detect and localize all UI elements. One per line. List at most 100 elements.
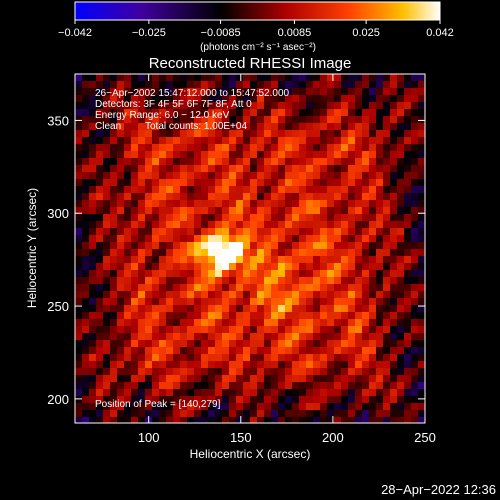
heatmap-cell: [75, 123, 83, 131]
heatmap-cell: [334, 207, 342, 215]
heatmap-cell: [152, 207, 160, 215]
heatmap-cell: [292, 340, 300, 348]
heatmap-cell: [75, 249, 83, 257]
heatmap-cell: [215, 396, 223, 404]
heatmap-cell: [348, 347, 356, 355]
heatmap-cell: [369, 158, 377, 166]
heatmap-cell: [208, 326, 216, 334]
heatmap-cell: [327, 186, 335, 194]
heatmap-cell: [145, 277, 153, 285]
heatmap-cell: [264, 207, 272, 215]
heatmap-cell: [82, 207, 90, 215]
heatmap-cell: [103, 263, 111, 271]
heatmap-cell: [299, 375, 307, 383]
heatmap-cell: [404, 256, 412, 264]
heatmap-cell: [110, 81, 118, 89]
heatmap-cell: [313, 417, 321, 423]
heatmap-cell: [341, 347, 349, 355]
heatmap-cell: [96, 375, 104, 383]
heatmap-cell: [145, 284, 153, 292]
heatmap-cell: [341, 417, 349, 423]
heatmap-cell: [341, 179, 349, 187]
heatmap-cell: [187, 270, 195, 278]
heatmap-cell: [166, 291, 174, 299]
heatmap-cell: [397, 158, 405, 166]
info-annotations: 26−Apr−2002 15:47:12.000 to 15:47:52.000…: [95, 88, 290, 410]
heatmap-cell: [383, 270, 391, 278]
heatmap-cell: [313, 193, 321, 201]
heatmap-cell: [285, 305, 293, 313]
heatmap-cell: [383, 249, 391, 257]
heatmap-cell: [222, 123, 230, 131]
heatmap-cell: [369, 186, 377, 194]
heatmap-cell: [278, 130, 286, 138]
heatmap-cell: [187, 256, 195, 264]
heatmap-cell: [376, 312, 384, 320]
heatmap-cell: [152, 179, 160, 187]
heatmap-cell: [299, 221, 307, 229]
heatmap-cell: [180, 333, 188, 341]
heatmap-cell: [306, 410, 314, 418]
heatmap-cell: [404, 228, 412, 236]
heatmap-cell: [124, 74, 132, 82]
heatmap-cell: [89, 137, 97, 145]
heatmap-cell: [75, 298, 83, 306]
heatmap-cell: [138, 396, 146, 404]
heatmap-cell: [271, 403, 279, 411]
heatmap-cell: [292, 102, 300, 110]
heatmap-cell: [117, 256, 125, 264]
heatmap-cell: [180, 347, 188, 355]
heatmap-cell: [166, 284, 174, 292]
heatmap-cell: [348, 403, 356, 411]
heatmap-cell: [180, 326, 188, 334]
heatmap-cell: [278, 172, 286, 180]
heatmap-cell: [348, 291, 356, 299]
heatmap-cell: [222, 165, 230, 173]
heatmap-cell: [411, 305, 419, 313]
heatmap-cell: [229, 396, 237, 404]
heatmap-cell: [117, 277, 125, 285]
heatmap-cell: [208, 396, 216, 404]
heatmap-cell: [362, 417, 370, 423]
heatmap-cell: [89, 389, 97, 397]
heatmap-cell: [362, 214, 370, 222]
heatmap-cell: [341, 109, 349, 117]
heatmap-cell: [187, 417, 195, 423]
heatmap-cell: [313, 326, 321, 334]
heatmap-cell: [376, 235, 384, 243]
heatmap-cell: [124, 263, 132, 271]
heatmap-cell: [397, 312, 405, 320]
heatmap-cell: [131, 298, 139, 306]
heatmap-cell: [327, 235, 335, 243]
heatmap-cell: [348, 382, 356, 390]
heatmap-cell: [404, 165, 412, 173]
heatmap-cell: [187, 242, 195, 250]
heatmap-cell: [201, 340, 209, 348]
heatmap-cell: [201, 214, 209, 222]
heatmap-cell: [222, 403, 230, 411]
heatmap-cell: [404, 123, 412, 131]
heatmap-cell: [75, 200, 83, 208]
heatmap-cell: [138, 158, 146, 166]
heatmap-cell: [285, 151, 293, 159]
heatmap-cell: [96, 326, 104, 334]
heatmap-cell: [117, 116, 125, 124]
heatmap-cell: [187, 130, 195, 138]
heatmap-cell: [264, 193, 272, 201]
heatmap-cell: [257, 116, 265, 124]
heatmap-cell: [327, 158, 335, 166]
heatmap-cell: [110, 270, 118, 278]
heatmap-cell: [215, 214, 223, 222]
x-axis-ticks: 100 150 200 250: [138, 74, 436, 445]
heatmap-cell: [187, 200, 195, 208]
heatmap-cell: [376, 249, 384, 257]
heatmap-cell: [89, 249, 97, 257]
heatmap-cell: [404, 354, 412, 362]
heatmap-cell: [292, 298, 300, 306]
heatmap-cell: [383, 235, 391, 243]
heatmap-cell: [376, 298, 384, 306]
heatmap-cell: [264, 410, 272, 418]
heatmap-cell: [313, 277, 321, 285]
heatmap-cell: [201, 375, 209, 383]
